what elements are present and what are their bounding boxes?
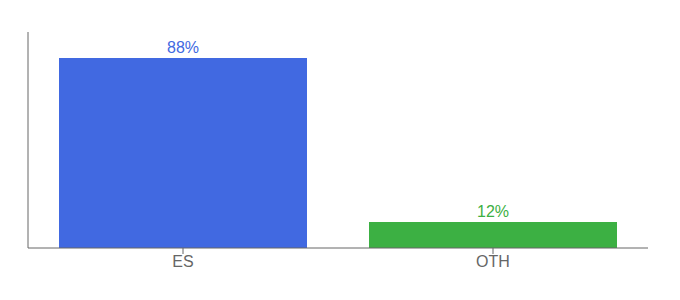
svg-text:ES: ES — [172, 253, 193, 270]
svg-text:88%: 88% — [167, 39, 199, 56]
svg-text:12%: 12% — [477, 203, 509, 220]
svg-text:OTH: OTH — [476, 253, 510, 270]
